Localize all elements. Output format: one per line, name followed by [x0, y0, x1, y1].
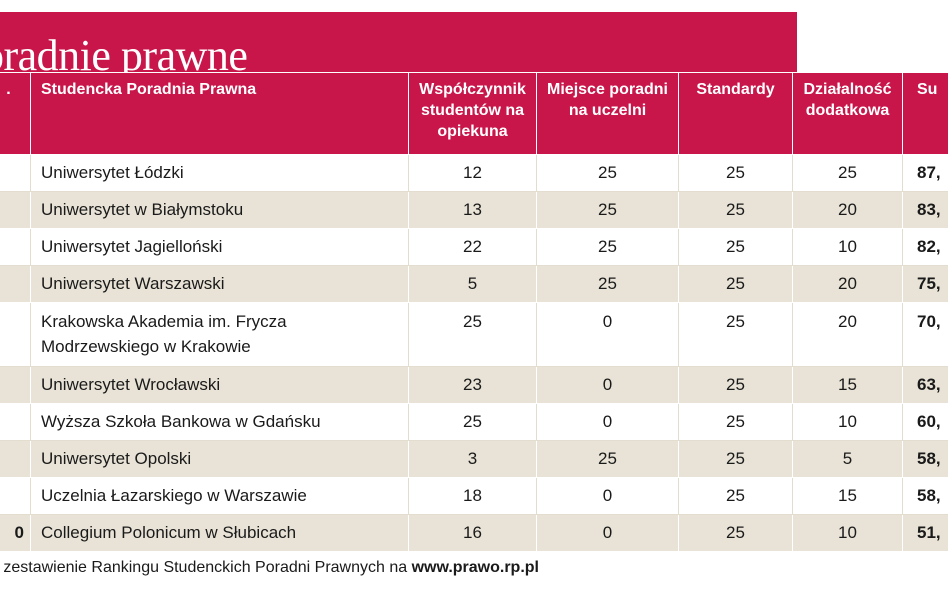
cell-extra: 5 [792, 440, 903, 478]
cell-rank [0, 302, 31, 367]
cell-sum: 87, [902, 154, 948, 192]
cell-ratio: 13 [408, 191, 537, 229]
cell-standards: 25 [678, 154, 793, 192]
cell-rank [0, 265, 31, 303]
cell-rank [0, 477, 31, 515]
header-extra: Działalność dodatkowa [792, 73, 903, 155]
cell-sum: 83, [902, 191, 948, 229]
cell-extra: 20 [792, 191, 903, 229]
cell-standards: 25 [678, 477, 793, 515]
table-row: Uniwersytet Jagielloński 22 25 25 10 82, [0, 228, 948, 266]
cell-name: Uniwersytet Łódzki [30, 154, 409, 192]
cell-ratio: 5 [408, 265, 537, 303]
cell-place: 0 [536, 477, 679, 515]
cell-place: 0 [536, 514, 679, 552]
title-banner: oradnie prawne [0, 12, 797, 80]
cell-ratio: 18 [408, 477, 537, 515]
cell-name: Uniwersytet w Białymstoku [30, 191, 409, 229]
cell-ratio: 16 [408, 514, 537, 552]
cell-name: Uniwersytet Wrocławski [30, 366, 409, 404]
cell-ratio: 25 [408, 302, 537, 367]
cell-extra: 25 [792, 154, 903, 192]
cell-extra: 20 [792, 265, 903, 303]
cell-place: 25 [536, 191, 679, 229]
table-row: Uniwersytet Warszawski 5 25 25 20 75, [0, 265, 948, 303]
cell-rank [0, 228, 31, 266]
cell-standards: 25 [678, 403, 793, 441]
cell-name: Uniwersytet Opolski [30, 440, 409, 478]
cell-rank [0, 366, 31, 404]
ranking-table: . Studencka Poradnia Prawna Współczynnik… [0, 73, 948, 552]
cell-ratio: 23 [408, 366, 537, 404]
cell-sum: 58, [902, 440, 948, 478]
cell-name: Wyższa Szkoła Bankowa w Gdańsku [30, 403, 409, 441]
cell-extra: 10 [792, 514, 903, 552]
cell-standards: 25 [678, 440, 793, 478]
header-standards: Standardy [678, 73, 793, 155]
cell-standards: 25 [678, 366, 793, 404]
source-note: e zestawienie Rankingu Studenckich Porad… [0, 559, 539, 577]
cell-standards: 25 [678, 191, 793, 229]
table-row: Krakowska Akademia im. Frycza Modrzewski… [0, 302, 948, 367]
cell-place: 25 [536, 154, 679, 192]
header-rank: . [0, 73, 31, 155]
page-title: oradnie prawne [0, 31, 248, 80]
cell-sum: 58, [902, 477, 948, 515]
table-row: Uniwersytet Wrocławski 23 0 25 15 63, [0, 366, 948, 404]
cell-ratio: 25 [408, 403, 537, 441]
cell-name: Uczelnia Łazarskiego w Warszawie [30, 477, 409, 515]
cell-sum: 82, [902, 228, 948, 266]
cell-standards: 25 [678, 514, 793, 552]
table-row: Uczelnia Łazarskiego w Warszawie 18 0 25… [0, 477, 948, 515]
source-note-text: e zestawienie Rankingu Studenckich Porad… [0, 559, 412, 576]
cell-sum: 51, [902, 514, 948, 552]
cell-extra: 15 [792, 477, 903, 515]
header-name: Studencka Poradnia Prawna [30, 73, 409, 155]
cell-rank [0, 191, 31, 229]
cell-name: Uniwersytet Warszawski [30, 265, 409, 303]
source-link[interactable]: www.prawo.rp.pl [411, 559, 539, 576]
cell-extra: 20 [792, 302, 903, 367]
cell-place: 0 [536, 403, 679, 441]
table-row: Uniwersytet Łódzki 12 25 25 25 87, [0, 154, 948, 192]
cell-place: 0 [536, 366, 679, 404]
header-sum: Su [902, 73, 948, 155]
cell-ratio: 3 [408, 440, 537, 478]
table-row: Uniwersytet w Białymstoku 13 25 25 20 83… [0, 191, 948, 229]
cell-sum: 60, [902, 403, 948, 441]
cell-rank [0, 440, 31, 478]
cell-standards: 25 [678, 302, 793, 367]
header-ratio: Współczynnik studentów na opiekuna [408, 73, 537, 155]
cell-place: 25 [536, 440, 679, 478]
table-header-row: . Studencka Poradnia Prawna Współczynnik… [0, 73, 948, 155]
cell-sum: 63, [902, 366, 948, 404]
cell-extra: 15 [792, 366, 903, 404]
cell-place: 25 [536, 265, 679, 303]
table-row: Uniwersytet Opolski 3 25 25 5 58, [0, 440, 948, 478]
cell-place: 0 [536, 302, 679, 367]
cell-rank [0, 403, 31, 441]
cell-standards: 25 [678, 228, 793, 266]
cell-extra: 10 [792, 228, 903, 266]
table-row: Wyższa Szkoła Bankowa w Gdańsku 25 0 25 … [0, 403, 948, 441]
cell-place: 25 [536, 228, 679, 266]
cell-name: Krakowska Akademia im. Frycza Modrzewski… [30, 302, 409, 367]
table-row: 0 Collegium Polonicum w Słubicach 16 0 2… [0, 514, 948, 552]
header-place: Miejsce poradni na uczelni [536, 73, 679, 155]
cell-rank: 0 [0, 514, 31, 552]
cell-standards: 25 [678, 265, 793, 303]
cell-sum: 75, [902, 265, 948, 303]
cell-ratio: 12 [408, 154, 537, 192]
cell-ratio: 22 [408, 228, 537, 266]
cell-rank [0, 154, 31, 192]
cell-sum: 70, [902, 302, 948, 367]
cell-name: Uniwersytet Jagielloński [30, 228, 409, 266]
cell-extra: 10 [792, 403, 903, 441]
cell-name: Collegium Polonicum w Słubicach [30, 514, 409, 552]
